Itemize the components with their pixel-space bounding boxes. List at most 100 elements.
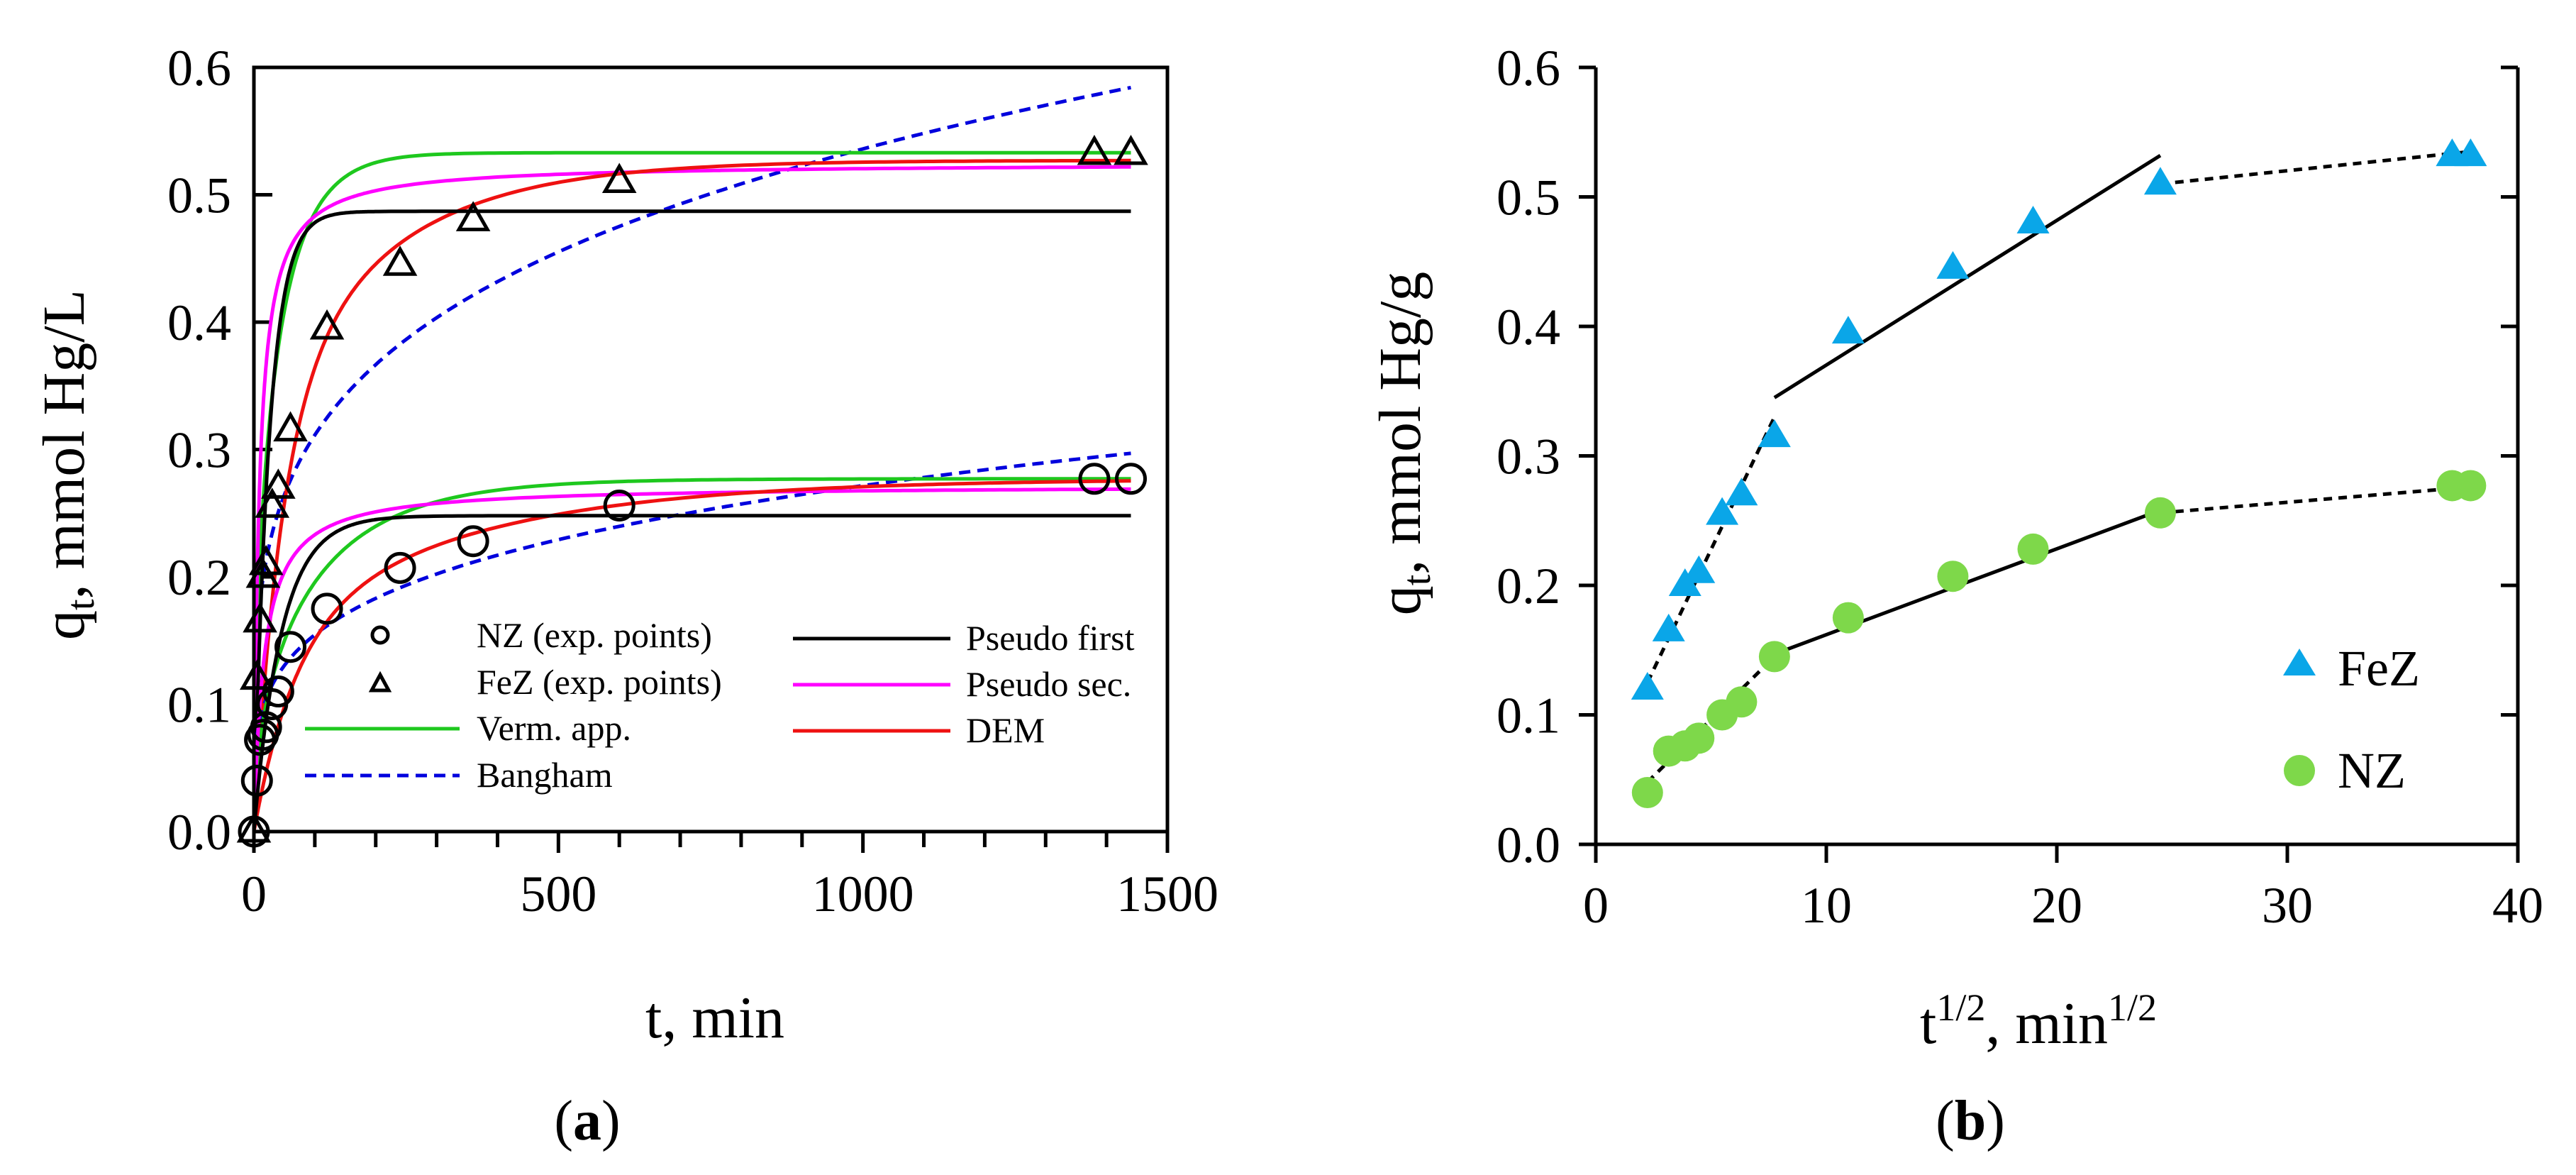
panel-b-label: (b) [1936,1090,2005,1152]
chart-a-xtick-label: 0 [241,866,267,922]
chart-a-nz-point [603,489,635,522]
legend-pso-label: Pseudo sec. [966,664,1131,704]
chart-b-fez-point [1706,497,1739,525]
chart-b-nz-point [1832,602,1864,634]
chart-a-nz-dem-curve [252,479,1131,832]
chart-a-nz-point [274,631,307,663]
chart-a-ytick-label: 0.0 [167,804,231,861]
chart-a-nz-point [384,551,416,584]
chart-b-fez-point [1831,316,1865,344]
chart-a-nz-point [250,711,282,744]
chart-a-fez-point [236,812,272,843]
panel-a-label: (a) [554,1090,620,1152]
chart-a-xtick-label: 1000 [812,866,914,922]
chart-b-ytick-label: 0.4 [1497,299,1560,355]
chart-a-nz-point [1078,463,1111,495]
chart-a-nz-point [311,592,343,625]
chart-a-ylabel: qt, mmol Hg/L [31,289,103,640]
legend-fez-label: FeZ (exp. points) [477,662,722,702]
chart-b-ytick-label: 0.6 [1497,40,1560,96]
chart-b: 0.0 0.1 0.2 0.3 0.4 0.5 0.6 0 10 20 30 40 qt, mmol … [1367,40,2543,1152]
chart-a-fez-bangham-curve [252,85,1131,832]
chart-a-nz-point [240,764,273,797]
chart-b-nz-point [1631,777,1663,808]
chart-b-nz-fit-line [1774,508,2161,656]
chart-a-xtick-label: 500 [520,866,596,922]
chart-b-legend: FeZ NZ [2283,640,2420,799]
chart-a-ytick-label: 0.5 [167,167,231,224]
chart-b-ylabel: qt, mmol Hg/g [1367,272,1439,616]
chart-b-fez-point [2454,138,2487,167]
chart-b-ytick-label: 0.1 [1497,688,1560,744]
chart-a-fez-point [1077,135,1112,165]
chart-b-fez-point [1725,478,1758,506]
chart-b-fez-point [2143,167,2177,195]
chart-b-fez-point [1631,672,1664,700]
legend-verm-label: Verm. app. [477,708,631,748]
chart-b-nz-point [2017,533,2049,565]
chart-b-nz-point [1937,561,1969,592]
chart-b-xtick-label: 40 [2492,877,2543,934]
chart-b-nz-fit-line [2160,485,2471,515]
chart-a-experimental-points [236,135,1148,848]
chart-a-model-curves [252,85,1131,832]
chart-a-nz-point [1114,463,1147,495]
chart-a-ytick-label: 0.6 [167,40,231,96]
chart-b-xtick-label: 20 [2031,877,2082,934]
chart-b-fez-point [2016,206,2050,233]
chart-b-ticks: 0.0 0.1 0.2 0.3 0.4 0.5 0.6 0 10 20 30 40 [1497,40,2543,934]
chart-a-fez-point [455,201,491,231]
chart-b-nz-point [2455,470,2487,502]
chart-a-xtick-label: 1500 [1116,866,1218,922]
chart-a-xlabel: t, min [645,985,784,1051]
chart-a-ticks: 0.0 0.1 0.2 0.3 0.4 0.5 0.6 0 500 1000 1500 [167,40,1218,922]
chart-b-fez-fit-line [1645,416,1777,683]
chart-b-ytick-label: 0.3 [1497,429,1560,485]
chart-b-fez-point [1682,555,1716,583]
chart-b-xlabel: t1/2, min1/2 [1920,986,2157,1057]
chart-b-fez-point [1652,613,1685,641]
chart-a-ytick-label: 0.3 [167,422,231,479]
chart-a: 0.0 0.1 0.2 0.3 0.4 0.5 0.6 0 500 1000 1500 qt, mm… [31,40,1218,1152]
chart-b-nz-point [2144,497,2176,529]
chart-a-fez-point [248,545,284,575]
chart-b-fez-fit-line [2160,150,2471,186]
chart-b-ytick-label: 0.5 [1497,170,1560,226]
chart-b-ytick-label: 0.2 [1497,558,1560,614]
chart-b-nz-point [1758,641,1790,673]
legend-b-nz-marker [2284,755,2315,786]
legend-pfo-label: Pseudo first [966,618,1135,658]
legend-fez-marker [368,671,392,693]
chart-a-ytick-label: 0.4 [167,294,231,351]
chart-a-fez-pseudo_second-curve [252,165,1131,832]
chart-b-points [1631,138,2487,808]
chart-b-nz-point [1726,686,1758,718]
chart-a-plot-frame [252,65,1170,834]
chart-b-xtick-label: 0 [1583,877,1609,934]
chart-b-fez-point [1936,250,1970,279]
chart-a-fez-point [1114,135,1148,165]
chart-b-nz-point [1683,722,1715,754]
legend-dem-label: DEM [966,710,1045,750]
chart-b-axes [1594,67,2520,846]
legend-nz-marker [370,625,390,645]
legend-bangham-label: Bangham [477,755,613,795]
legend-b-fez-label: FeZ [2338,640,2420,697]
chart-a-fez-point [261,468,296,499]
chart-b-xtick-label: 30 [2262,877,2313,934]
chart-a-nz-point [262,675,294,708]
chart-a-fez-point [273,411,308,442]
chart-a-ytick-label: 0.2 [167,549,231,606]
chart-a-nz-pseudo_second-curve [252,487,1131,832]
chart-a-legend: NZ (exp. points) FeZ (exp. points) Verm.… [305,615,1135,795]
legend-nz-label: NZ (exp. points) [477,615,712,655]
chart-b-fez-point [1758,419,1791,448]
legend-b-fez-marker [2283,649,2316,675]
chart-a-ytick-label: 0.1 [167,677,231,734]
chart-a-fez-point [601,162,637,194]
chart-a-fez-point [309,309,345,340]
chart-b-xtick-label: 10 [1801,877,1852,934]
chart-a-fez-pseudo_first-curve [252,209,1131,832]
chart-b-ytick-label: 0.0 [1497,817,1560,873]
